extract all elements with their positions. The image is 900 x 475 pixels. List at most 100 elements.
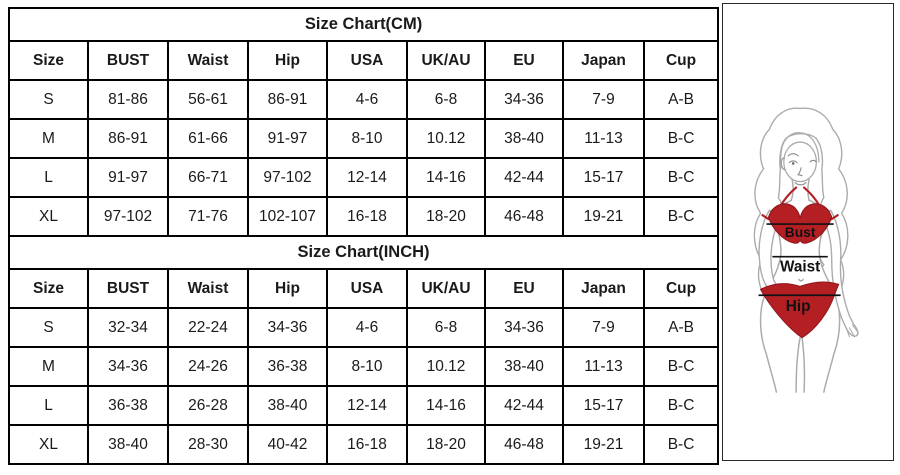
eye-pupil: [791, 162, 795, 165]
value-cell: 102-107: [247, 196, 328, 237]
table-row: S 81-86 56-61 86-91 4-6 6-8 34-36 7-9 A-B: [8, 79, 720, 120]
value-cell: 18-20: [406, 196, 486, 237]
column-header: Cup: [642, 268, 720, 309]
value-cell: 8-10: [326, 118, 408, 159]
body-outline: [759, 178, 841, 393]
hair-fringe: [780, 132, 820, 169]
column-header: Cup: [642, 40, 720, 81]
size-chart-table: Size Chart(CM) Size BUST Waist Hip USA UK/AU EU…: [7, 7, 720, 465]
value-cell: 34-36: [87, 346, 169, 387]
table-row: L 91-97 66-71 97-102 12-14 14-16 42-44 15-17 B-C: [8, 157, 720, 198]
value-cell: 24-26: [167, 346, 249, 387]
value-cell: 40-42: [247, 424, 328, 465]
value-cell: 61-66: [167, 118, 249, 159]
chart-title: Size Chart(INCH): [7, 235, 720, 270]
value-cell: 34-36: [247, 307, 328, 348]
right-hand-fingers: [846, 324, 859, 338]
value-cell: 81-86: [87, 79, 169, 120]
neck: [788, 179, 812, 203]
size-cell: L: [8, 157, 89, 198]
table-row: S 32-34 22-24 34-36 4-6 6-8 34-36 7-9 A-B: [8, 307, 720, 348]
waist-label: Waist: [780, 259, 820, 276]
column-header: USA: [326, 40, 408, 81]
measurement-figure-illustration: Bust Waist Hip: [753, 107, 859, 393]
value-cell: 12-14: [326, 385, 408, 426]
value-cell: 38-40: [247, 385, 328, 426]
size-cell: L: [8, 385, 89, 426]
value-cell: 86-91: [87, 118, 169, 159]
value-cell: 38-40: [484, 346, 564, 387]
value-cell: 66-71: [167, 157, 249, 198]
table-row: XL 97-102 71-76 102-107 16-18 18-20 46-48 19-21…: [8, 196, 720, 237]
value-cell: 28-30: [167, 424, 249, 465]
header-row: Size BUST Waist Hip USA UK/AU EU Japan Cup: [8, 40, 720, 81]
value-cell: 34-36: [484, 307, 564, 348]
size-cell: XL: [8, 196, 89, 237]
value-cell: 15-17: [562, 385, 645, 426]
column-header: Japan: [562, 40, 645, 81]
column-header: Size: [8, 268, 89, 309]
chart-title-row: Size Chart(INCH): [7, 235, 720, 270]
value-cell: 46-48: [484, 424, 564, 465]
value-cell: B-C: [642, 196, 720, 237]
value-cell: 12-14: [326, 157, 408, 198]
value-cell: B-C: [642, 424, 720, 465]
column-header: UK/AU: [406, 40, 486, 81]
right-arm: [822, 209, 859, 337]
value-cell: 36-38: [247, 346, 328, 387]
value-cell: 11-13: [562, 346, 645, 387]
table-row: XL 38-40 28-30 40-42 16-18 18-20 46-48 19-21 B-C: [8, 424, 720, 465]
value-cell: 4-6: [326, 79, 408, 120]
column-header: Hip: [247, 268, 328, 309]
chart-title: Size Chart(CM): [7, 7, 720, 42]
value-cell: 71-76: [167, 196, 249, 237]
value-cell: B-C: [642, 385, 720, 426]
value-cell: 38-40: [87, 424, 169, 465]
value-cell: 7-9: [562, 307, 645, 348]
value-cell: 91-97: [247, 118, 328, 159]
value-cell: 97-102: [247, 157, 328, 198]
value-cell: 56-61: [167, 79, 249, 120]
value-cell: 8-10: [326, 346, 408, 387]
column-header: BUST: [87, 268, 169, 309]
value-cell: 36-38: [87, 385, 169, 426]
table-row: M 86-91 61-66 91-97 8-10 10.12 38-40 11-13 B-C: [8, 118, 720, 159]
value-cell: 14-16: [406, 157, 486, 198]
value-cell: 16-18: [326, 424, 408, 465]
column-header: Hip: [247, 40, 328, 81]
size-cell: S: [8, 79, 89, 120]
value-cell: 34-36: [484, 79, 564, 120]
size-cell: M: [8, 346, 89, 387]
column-header: BUST: [87, 40, 169, 81]
value-cell: 18-20: [406, 424, 486, 465]
value-cell: 97-102: [87, 196, 169, 237]
value-cell: 22-24: [167, 307, 249, 348]
value-cell: 15-17: [562, 157, 645, 198]
value-cell: 14-16: [406, 385, 486, 426]
bust-label: Bust: [785, 224, 816, 240]
value-cell: 6-8: [406, 307, 486, 348]
value-cell: 46-48: [484, 196, 564, 237]
size-cell: S: [8, 307, 89, 348]
value-cell: 86-91: [247, 79, 328, 120]
value-cell: 42-44: [484, 385, 564, 426]
value-cell: B-C: [642, 346, 720, 387]
value-cell: B-C: [642, 157, 720, 198]
value-cell: 26-28: [167, 385, 249, 426]
value-cell: 4-6: [326, 307, 408, 348]
value-cell: 7-9: [562, 79, 645, 120]
column-header: Waist: [167, 40, 249, 81]
value-cell: A-B: [642, 79, 720, 120]
value-cell: 10.12: [406, 346, 486, 387]
value-cell: 6-8: [406, 79, 486, 120]
size-cell: XL: [8, 424, 89, 465]
chart-title-row: Size Chart(CM): [7, 7, 720, 42]
value-cell: A-B: [642, 307, 720, 348]
column-header: Waist: [167, 268, 249, 309]
value-cell: 16-18: [326, 196, 408, 237]
measurement-figure-panel: Bust Waist Hip: [722, 3, 894, 461]
value-cell: 10.12: [406, 118, 486, 159]
value-cell: 38-40: [484, 118, 564, 159]
column-header: EU: [484, 268, 564, 309]
